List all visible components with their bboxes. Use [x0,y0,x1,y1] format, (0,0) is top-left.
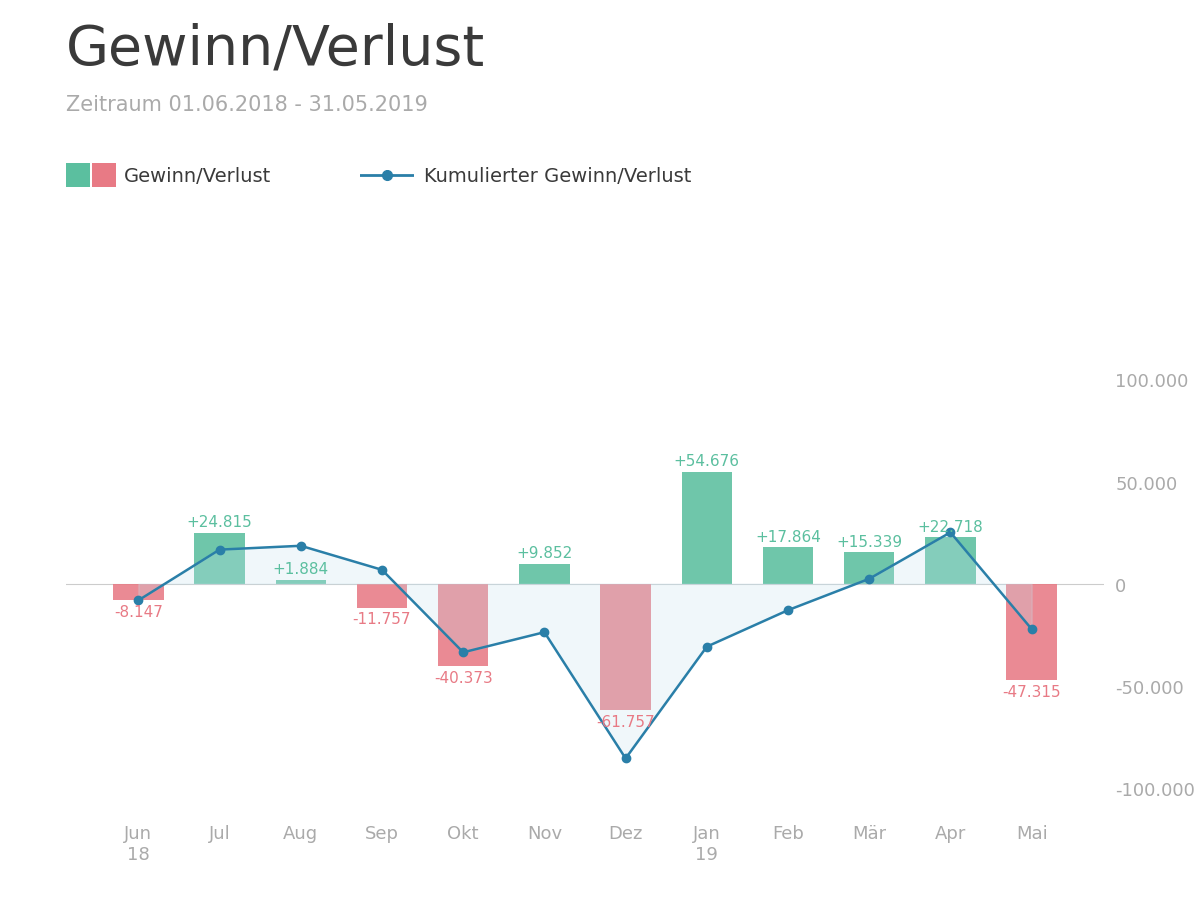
Text: +24.815: +24.815 [187,515,252,530]
Bar [1007,584,1057,681]
Text: -11.757: -11.757 [353,611,412,627]
Text: +17.864: +17.864 [755,529,821,544]
Text: -61.757: -61.757 [596,713,655,729]
Bar [925,537,976,584]
Bar [113,584,163,600]
Bar [600,584,650,710]
Bar [520,564,570,584]
Bar [438,584,488,666]
Text: +22.718: +22.718 [918,519,983,534]
Bar [194,534,245,584]
Text: -47.315: -47.315 [1002,684,1061,699]
Text: -40.373: -40.373 [434,670,492,685]
Text: Gewinn/Verlust: Gewinn/Verlust [66,23,485,77]
Text: -8.147: -8.147 [114,604,163,619]
Bar [276,581,326,584]
Text: +9.852: +9.852 [516,545,572,560]
Text: +54.676: +54.676 [674,454,740,469]
Bar [356,584,407,608]
Text: Gewinn/Verlust: Gewinn/Verlust [124,166,271,186]
Text: +15.339: +15.339 [836,534,902,549]
Bar [682,472,732,584]
Bar [844,553,894,584]
Text: Zeitraum 01.06.2018 - 31.05.2019: Zeitraum 01.06.2018 - 31.05.2019 [66,95,428,115]
Text: +1.884: +1.884 [272,562,329,576]
Text: Kumulierter Gewinn/Verlust: Kumulierter Gewinn/Verlust [424,166,691,186]
Bar [763,547,814,584]
